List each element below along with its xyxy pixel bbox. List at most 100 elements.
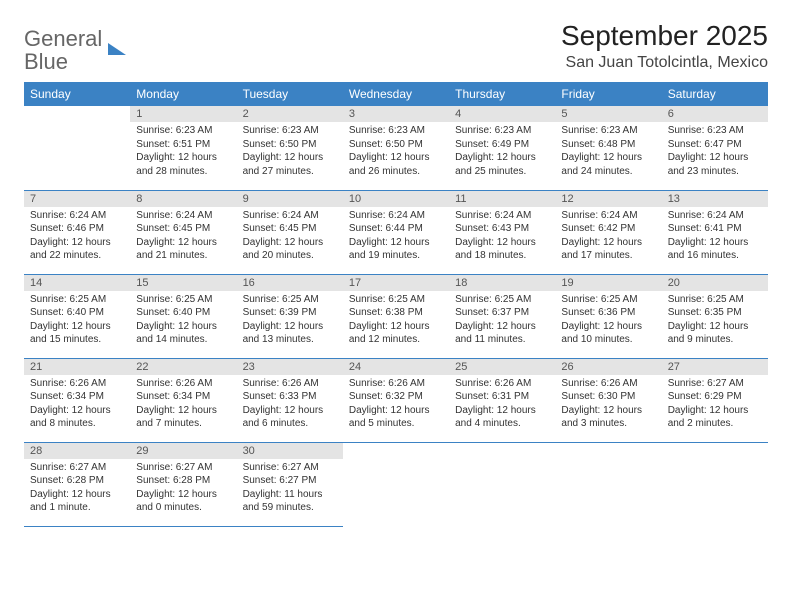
day-number: 12 [555, 191, 661, 207]
calendar-cell: 19Sunrise: 6:25 AMSunset: 6:36 PMDayligh… [555, 274, 661, 358]
sunset: Sunset: 6:43 PM [455, 222, 549, 236]
weekday-header: Thursday [449, 82, 555, 106]
sunrise: Sunrise: 6:23 AM [243, 124, 337, 138]
sunrise: Sunrise: 6:26 AM [349, 377, 443, 391]
daylight: Daylight: 12 hours and 6 minutes. [243, 404, 337, 431]
sunrise: Sunrise: 6:25 AM [136, 293, 230, 307]
daylight: Daylight: 12 hours and 24 minutes. [561, 151, 655, 178]
sunrise: Sunrise: 6:26 AM [455, 377, 549, 391]
calendar-cell: 21Sunrise: 6:26 AMSunset: 6:34 PMDayligh… [24, 358, 130, 442]
sunset: Sunset: 6:27 PM [243, 474, 337, 488]
calendar-row: 1Sunrise: 6:23 AMSunset: 6:51 PMDaylight… [24, 106, 768, 190]
sunrise: Sunrise: 6:25 AM [668, 293, 762, 307]
day-number: 18 [449, 275, 555, 291]
sunset: Sunset: 6:42 PM [561, 222, 655, 236]
day-number: 2 [237, 106, 343, 122]
day-details: Sunrise: 6:26 AMSunset: 6:31 PMDaylight:… [449, 375, 555, 435]
calendar-cell: 1Sunrise: 6:23 AMSunset: 6:51 PMDaylight… [130, 106, 236, 190]
day-details: Sunrise: 6:25 AMSunset: 6:37 PMDaylight:… [449, 291, 555, 351]
day-details: Sunrise: 6:26 AMSunset: 6:32 PMDaylight:… [343, 375, 449, 435]
day-number: 30 [237, 443, 343, 459]
calendar-cell: 11Sunrise: 6:24 AMSunset: 6:43 PMDayligh… [449, 190, 555, 274]
daylight: Daylight: 12 hours and 28 minutes. [136, 151, 230, 178]
day-details: Sunrise: 6:27 AMSunset: 6:27 PMDaylight:… [237, 459, 343, 519]
daylight: Daylight: 12 hours and 26 minutes. [349, 151, 443, 178]
sunrise: Sunrise: 6:23 AM [349, 124, 443, 138]
sunrise: Sunrise: 6:27 AM [30, 461, 124, 475]
sunset: Sunset: 6:28 PM [30, 474, 124, 488]
calendar-cell: 28Sunrise: 6:27 AMSunset: 6:28 PMDayligh… [24, 442, 130, 526]
day-details: Sunrise: 6:26 AMSunset: 6:34 PMDaylight:… [24, 375, 130, 435]
sunrise: Sunrise: 6:23 AM [668, 124, 762, 138]
sunset: Sunset: 6:44 PM [349, 222, 443, 236]
weekday-header: Monday [130, 82, 236, 106]
sunset: Sunset: 6:49 PM [455, 138, 549, 152]
sunset: Sunset: 6:40 PM [136, 306, 230, 320]
calendar-row: 21Sunrise: 6:26 AMSunset: 6:34 PMDayligh… [24, 358, 768, 442]
calendar-row: 28Sunrise: 6:27 AMSunset: 6:28 PMDayligh… [24, 442, 768, 526]
daylight: Daylight: 12 hours and 13 minutes. [243, 320, 337, 347]
sunrise: Sunrise: 6:26 AM [243, 377, 337, 391]
day-number: 13 [662, 191, 768, 207]
day-details: Sunrise: 6:25 AMSunset: 6:39 PMDaylight:… [237, 291, 343, 351]
day-number: 17 [343, 275, 449, 291]
calendar-cell: 29Sunrise: 6:27 AMSunset: 6:28 PMDayligh… [130, 442, 236, 526]
month-title: September 2025 [561, 20, 768, 52]
day-details: Sunrise: 6:24 AMSunset: 6:46 PMDaylight:… [24, 207, 130, 267]
day-details: Sunrise: 6:23 AMSunset: 6:48 PMDaylight:… [555, 122, 661, 182]
calendar-cell: 27Sunrise: 6:27 AMSunset: 6:29 PMDayligh… [662, 358, 768, 442]
calendar-cell: 25Sunrise: 6:26 AMSunset: 6:31 PMDayligh… [449, 358, 555, 442]
sunrise: Sunrise: 6:27 AM [243, 461, 337, 475]
day-number: 3 [343, 106, 449, 122]
sunset: Sunset: 6:36 PM [561, 306, 655, 320]
daylight: Daylight: 12 hours and 10 minutes. [561, 320, 655, 347]
daylight: Daylight: 12 hours and 21 minutes. [136, 236, 230, 263]
day-details: Sunrise: 6:25 AMSunset: 6:38 PMDaylight:… [343, 291, 449, 351]
day-details: Sunrise: 6:27 AMSunset: 6:28 PMDaylight:… [24, 459, 130, 519]
daylight: Daylight: 12 hours and 25 minutes. [455, 151, 549, 178]
daylight: Daylight: 12 hours and 4 minutes. [455, 404, 549, 431]
daylight: Daylight: 12 hours and 22 minutes. [30, 236, 124, 263]
calendar-cell: 3Sunrise: 6:23 AMSunset: 6:50 PMDaylight… [343, 106, 449, 190]
daylight: Daylight: 12 hours and 20 minutes. [243, 236, 337, 263]
logo: General Blue [24, 28, 126, 74]
sunrise: Sunrise: 6:26 AM [136, 377, 230, 391]
calendar-cell: 17Sunrise: 6:25 AMSunset: 6:38 PMDayligh… [343, 274, 449, 358]
day-number: 16 [237, 275, 343, 291]
logo-text-2: Blue [24, 49, 68, 74]
day-number: 9 [237, 191, 343, 207]
daylight: Daylight: 12 hours and 18 minutes. [455, 236, 549, 263]
sunrise: Sunrise: 6:24 AM [349, 209, 443, 223]
day-details: Sunrise: 6:24 AMSunset: 6:41 PMDaylight:… [662, 207, 768, 267]
daylight: Daylight: 12 hours and 27 minutes. [243, 151, 337, 178]
day-details: Sunrise: 6:23 AMSunset: 6:47 PMDaylight:… [662, 122, 768, 182]
daylight: Daylight: 12 hours and 0 minutes. [136, 488, 230, 515]
sunrise: Sunrise: 6:25 AM [243, 293, 337, 307]
sunrise: Sunrise: 6:24 AM [455, 209, 549, 223]
daylight: Daylight: 12 hours and 15 minutes. [30, 320, 124, 347]
calendar-cell: 10Sunrise: 6:24 AMSunset: 6:44 PMDayligh… [343, 190, 449, 274]
sunrise: Sunrise: 6:25 AM [349, 293, 443, 307]
day-details: Sunrise: 6:24 AMSunset: 6:44 PMDaylight:… [343, 207, 449, 267]
title-block: September 2025 San Juan Totolcintla, Mex… [561, 20, 768, 72]
daylight: Daylight: 12 hours and 3 minutes. [561, 404, 655, 431]
sunrise: Sunrise: 6:26 AM [561, 377, 655, 391]
day-details: Sunrise: 6:24 AMSunset: 6:43 PMDaylight:… [449, 207, 555, 267]
calendar-cell: 18Sunrise: 6:25 AMSunset: 6:37 PMDayligh… [449, 274, 555, 358]
daylight: Daylight: 12 hours and 14 minutes. [136, 320, 230, 347]
day-details: Sunrise: 6:25 AMSunset: 6:40 PMDaylight:… [24, 291, 130, 351]
calendar-cell: 4Sunrise: 6:23 AMSunset: 6:49 PMDaylight… [449, 106, 555, 190]
calendar-cell [555, 442, 661, 526]
day-number: 25 [449, 359, 555, 375]
sunset: Sunset: 6:41 PM [668, 222, 762, 236]
weekday-header: Friday [555, 82, 661, 106]
calendar-table: SundayMondayTuesdayWednesdayThursdayFrid… [24, 82, 768, 527]
sunset: Sunset: 6:39 PM [243, 306, 337, 320]
sunset: Sunset: 6:45 PM [243, 222, 337, 236]
day-details: Sunrise: 6:23 AMSunset: 6:49 PMDaylight:… [449, 122, 555, 182]
sunset: Sunset: 6:38 PM [349, 306, 443, 320]
sunset: Sunset: 6:37 PM [455, 306, 549, 320]
calendar-cell: 7Sunrise: 6:24 AMSunset: 6:46 PMDaylight… [24, 190, 130, 274]
day-details: Sunrise: 6:23 AMSunset: 6:51 PMDaylight:… [130, 122, 236, 182]
calendar-cell: 20Sunrise: 6:25 AMSunset: 6:35 PMDayligh… [662, 274, 768, 358]
